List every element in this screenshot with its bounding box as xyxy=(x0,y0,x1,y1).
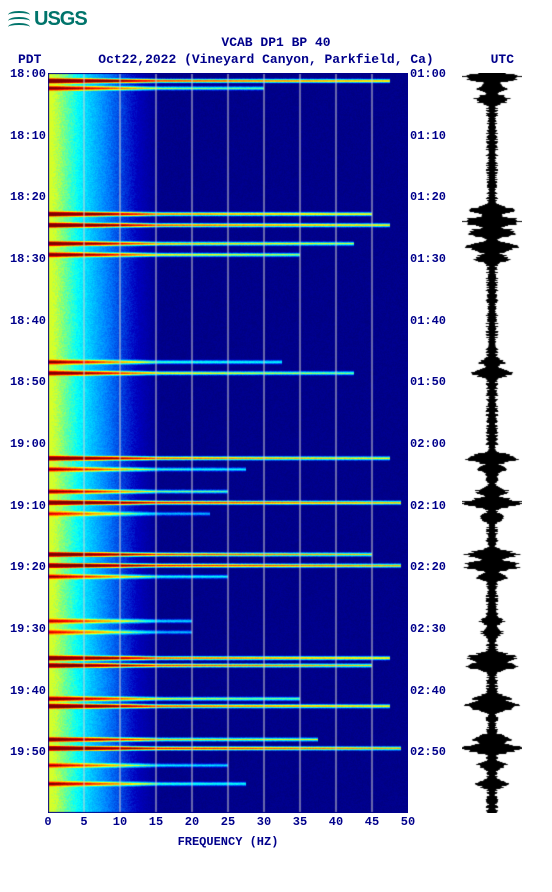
date-location-label: Oct22,2022 (Vineyard Canyon, Parkfield, … xyxy=(98,52,433,67)
x-tick: 0 xyxy=(44,815,51,829)
tz-left-label: PDT xyxy=(18,52,41,67)
right-tick: 02:10 xyxy=(410,499,446,513)
spectrogram-canvas xyxy=(48,73,408,813)
x-tick: 10 xyxy=(113,815,127,829)
right-tick: 01:20 xyxy=(410,190,446,204)
waveform-panel xyxy=(462,73,522,813)
left-tick: 18:20 xyxy=(10,190,46,204)
right-tick: 01:10 xyxy=(410,129,446,143)
x-axis-label: FREQUENCY (HZ) xyxy=(48,835,408,849)
x-tick: 45 xyxy=(365,815,379,829)
left-tick: 19:20 xyxy=(10,560,46,574)
right-tick: 01:50 xyxy=(410,375,446,389)
left-tick: 18:40 xyxy=(10,314,46,328)
x-tick: 20 xyxy=(185,815,199,829)
left-tick: 19:50 xyxy=(10,745,46,759)
right-tick: 02:20 xyxy=(410,560,446,574)
left-time-axis: 18:0018:1018:2018:3018:4018:5019:0019:10… xyxy=(8,73,48,813)
right-tick: 01:40 xyxy=(410,314,446,328)
chart-area: 18:0018:1018:2018:3018:4018:5019:0019:10… xyxy=(8,73,544,813)
right-tick: 02:30 xyxy=(410,622,446,636)
left-tick: 19:40 xyxy=(10,684,46,698)
right-tick: 02:50 xyxy=(410,745,446,759)
right-tick: 02:40 xyxy=(410,684,446,698)
left-tick: 19:10 xyxy=(10,499,46,513)
spectrogram-panel xyxy=(48,73,408,813)
x-tick: 30 xyxy=(257,815,271,829)
right-tick: 01:30 xyxy=(410,252,446,266)
x-axis-ticks: 05101520253035404550 xyxy=(48,815,408,831)
logo-waves-icon xyxy=(8,11,30,29)
x-tick: 15 xyxy=(149,815,163,829)
chart-title: VCAB DP1 BP 40 xyxy=(8,35,544,50)
left-tick: 19:30 xyxy=(10,622,46,636)
left-tick: 18:50 xyxy=(10,375,46,389)
left-tick: 18:10 xyxy=(10,129,46,143)
left-tick: 18:00 xyxy=(10,67,46,81)
x-axis-row: 0 5 10 15 20 25 30 35 40 45 50 xyxy=(8,815,544,831)
left-tick: 18:30 xyxy=(10,252,46,266)
x-tick: 25 xyxy=(221,815,235,829)
logo-text: USGS xyxy=(34,8,87,31)
chart-subtitle: PDT Oct22,2022 (Vineyard Canyon, Parkfie… xyxy=(8,52,544,67)
waveform-canvas xyxy=(462,73,522,813)
x-tick: 40 xyxy=(329,815,343,829)
x-tick: 50 xyxy=(401,815,415,829)
x-tick: 5 xyxy=(80,815,87,829)
right-time-axis: 01:0001:1001:2001:3001:4001:5002:0002:10… xyxy=(408,73,454,813)
tz-right-label: UTC xyxy=(491,52,514,67)
right-tick: 01:00 xyxy=(410,67,446,81)
left-tick: 19:00 xyxy=(10,437,46,451)
x-tick: 35 xyxy=(293,815,307,829)
right-tick: 02:00 xyxy=(410,437,446,451)
usgs-logo: USGS xyxy=(8,8,544,31)
